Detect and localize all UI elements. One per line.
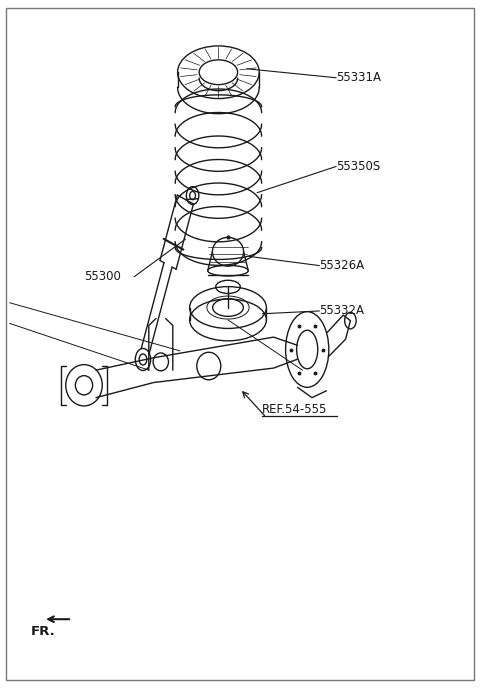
Text: 55350S: 55350S [336, 160, 380, 173]
Text: 55332A: 55332A [319, 305, 364, 317]
Text: 55326A: 55326A [319, 259, 364, 272]
Text: 55300: 55300 [84, 270, 121, 283]
Text: REF.54-555: REF.54-555 [262, 403, 327, 416]
Text: 55331A: 55331A [336, 71, 381, 83]
Text: FR.: FR. [31, 625, 56, 638]
